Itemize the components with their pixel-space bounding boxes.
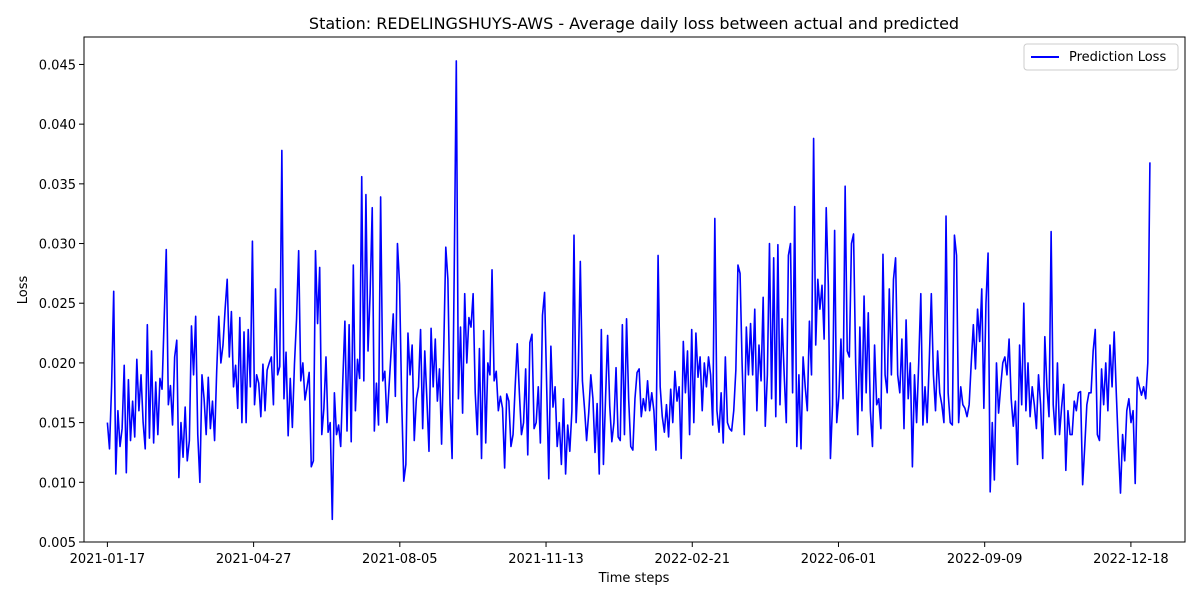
y-tick-label: 0.045 xyxy=(39,58,76,73)
x-tick-labels: 2021-01-17 2021-04-27 2021-08-05 2021-11-13… xyxy=(70,552,1169,567)
series-line-prediction-loss xyxy=(106,60,1151,521)
y-tick-label: 0.020 xyxy=(39,357,76,372)
y-axis-label: Loss xyxy=(16,276,31,305)
x-tick-label: 2021-08-05 xyxy=(362,552,438,567)
x-tick-label: 2022-09-09 xyxy=(947,552,1023,567)
x-tick-label: 2021-11-13 xyxy=(508,552,584,567)
y-tick-label: 0.040 xyxy=(39,118,76,133)
x-tick-label: 2021-04-27 xyxy=(216,552,292,567)
legend-label-prediction-loss: Prediction Loss xyxy=(1069,50,1166,65)
plot-frame xyxy=(83,36,1186,543)
x-axis-label: Time steps xyxy=(598,571,670,586)
x-tick-label: 2022-12-18 xyxy=(1093,552,1169,567)
y-tick-label: 0.035 xyxy=(39,178,76,193)
y-tick-label: 0.025 xyxy=(39,297,76,312)
x-tick-label: 2021-01-17 xyxy=(70,552,146,567)
axis-ticks xyxy=(79,63,1132,547)
x-tick-label: 2022-06-01 xyxy=(801,552,877,567)
legend: Prediction Loss xyxy=(1023,43,1179,71)
y-tick-label: 0.015 xyxy=(39,417,76,432)
x-tick-label: 2022-02-21 xyxy=(654,552,730,567)
y-tick-label: 0.005 xyxy=(39,536,76,551)
legend-box xyxy=(1023,43,1179,71)
y-tick-label: 0.030 xyxy=(39,238,76,253)
y-tick-label: 0.010 xyxy=(39,476,76,491)
chart-title: Station: REDELINGSHUYS-AWS - Average dai… xyxy=(309,14,959,33)
y-tick-labels: 0.005 0.010 0.015 0.020 0.025 0.030 0.035 0.040… xyxy=(39,58,76,551)
